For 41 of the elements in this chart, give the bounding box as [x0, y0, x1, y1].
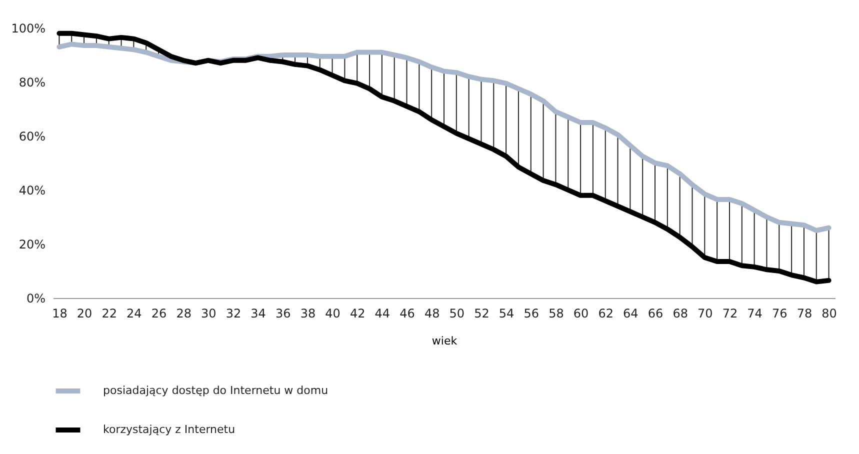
x-tick-label: 60 — [573, 306, 589, 320]
x-tick-label: 34 — [250, 306, 266, 320]
x-tick-label: 20 — [76, 306, 92, 320]
x-axis-title: wiek — [432, 334, 458, 348]
x-tick-label: 36 — [275, 306, 291, 320]
x-tick-label: 78 — [796, 306, 812, 320]
y-tick-label: 60% — [18, 130, 46, 144]
x-tick-label: 50 — [449, 306, 465, 320]
legend-label: posiadający dostęp do Internetu w domu — [103, 384, 328, 397]
x-tick-label: 54 — [498, 306, 514, 320]
x-tick-label: 32 — [226, 306, 242, 320]
x-tick-label: 70 — [698, 306, 713, 320]
x-tick-label: 38 — [300, 306, 316, 320]
x-tick-label: 68 — [672, 306, 688, 320]
x-tick-label: 62 — [598, 306, 614, 320]
y-tick-label: 80% — [18, 76, 46, 90]
x-tick-label: 58 — [548, 306, 564, 320]
x-tick-label: 64 — [623, 306, 638, 320]
x-tick-label: 48 — [424, 306, 440, 320]
legend-label: korzystający z Internetu — [103, 423, 236, 436]
x-tick-label: 80 — [822, 306, 837, 320]
y-tick-label: 100% — [11, 22, 46, 36]
x-tick-label: 18 — [52, 306, 68, 320]
x-tick-label: 66 — [648, 306, 664, 320]
y-tick-label: 0% — [26, 292, 46, 306]
x-tick-label: 30 — [201, 306, 216, 320]
x-tick-label: 28 — [176, 306, 192, 320]
x-tick-label: 26 — [151, 306, 167, 320]
x-tick-label: 44 — [374, 306, 390, 320]
x-tick-label: 40 — [325, 306, 340, 320]
x-tick-label: 56 — [524, 306, 540, 320]
y-tick-label: 20% — [18, 238, 46, 252]
x-tick-label: 74 — [747, 306, 762, 320]
y-tick-label: 40% — [18, 184, 46, 198]
x-tick-label: 46 — [400, 306, 415, 320]
x-tick-label: 22 — [102, 306, 117, 320]
x-tick-label: 42 — [350, 306, 366, 320]
x-tick-label: 52 — [474, 306, 490, 320]
x-tick-label: 24 — [126, 306, 142, 320]
x-tick-label: 76 — [772, 306, 788, 320]
x-tick-label: 72 — [722, 306, 738, 320]
